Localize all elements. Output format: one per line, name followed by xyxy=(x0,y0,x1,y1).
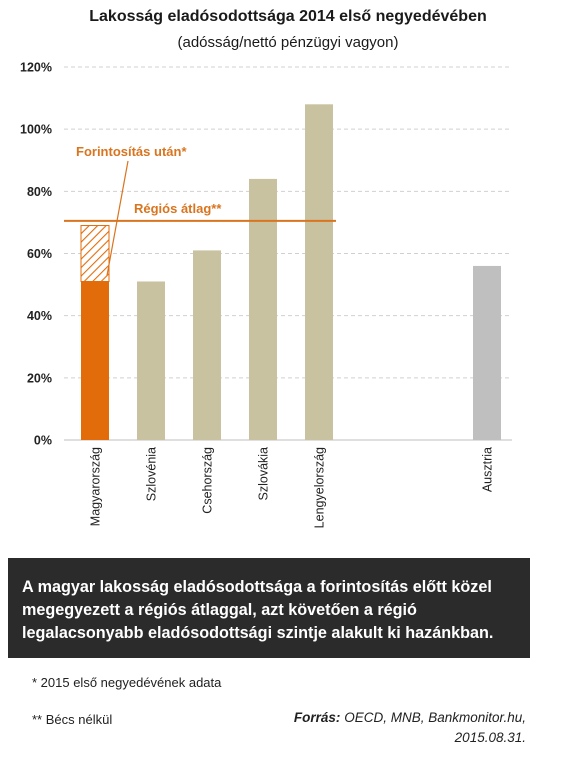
bar xyxy=(193,250,221,440)
summary-banner: A magyar lakosság eladósodottsága a fori… xyxy=(8,558,530,658)
overlay-label: Forintosítás után* xyxy=(76,144,187,159)
overlay-leader-line xyxy=(106,160,129,276)
y-tick-label: 0% xyxy=(34,434,52,448)
y-tick-label: 60% xyxy=(27,247,52,261)
footnote-vienna: ** Bécs nélkül xyxy=(32,712,113,727)
reference-line-label: Régiós átlag** xyxy=(134,201,222,216)
x-tick-label: Ausztria xyxy=(481,447,495,492)
source-date: 2015.08.31. xyxy=(454,730,526,745)
y-tick-label: 100% xyxy=(20,123,52,137)
bar xyxy=(137,281,165,440)
x-tick-label: Csehország xyxy=(201,447,215,514)
chart-title: Lakosság eladósodottsága 2014 első negye… xyxy=(89,8,487,25)
x-tick-label: Szlovákia xyxy=(257,447,271,501)
bar-chart: Régiós átlag** Forintosítás után* 0% 20% 40… xyxy=(20,61,512,528)
bar xyxy=(305,104,333,441)
x-tick-label: Magyarország xyxy=(89,447,103,526)
x-tick-label: Szlovénia xyxy=(145,447,159,501)
footnote-2015: * 2015 első negyedévének adata xyxy=(32,675,222,690)
bar xyxy=(249,178,277,440)
y-tick-label: 20% xyxy=(27,371,52,385)
source-text: OECD, MNB, Bankmonitor.hu, xyxy=(344,710,526,725)
x-tick-label: Lengyelország xyxy=(313,447,327,528)
y-tick-label: 40% xyxy=(27,309,52,323)
bar xyxy=(473,265,501,440)
source-label: Forrás: xyxy=(293,710,341,725)
bar-overlay-hatched xyxy=(80,225,110,282)
chart-subtitle: (adósság/nettó pénzügyi vagyon) xyxy=(177,34,399,51)
bar xyxy=(81,281,109,440)
y-tick-label: 80% xyxy=(27,185,52,199)
source-note: Forrás: OECD, MNB, Bankmonitor.hu, 2015.… xyxy=(240,708,526,748)
summary-text: A magyar lakosság eladósodottsága a fori… xyxy=(22,578,494,642)
y-tick-label: 120% xyxy=(20,61,52,75)
